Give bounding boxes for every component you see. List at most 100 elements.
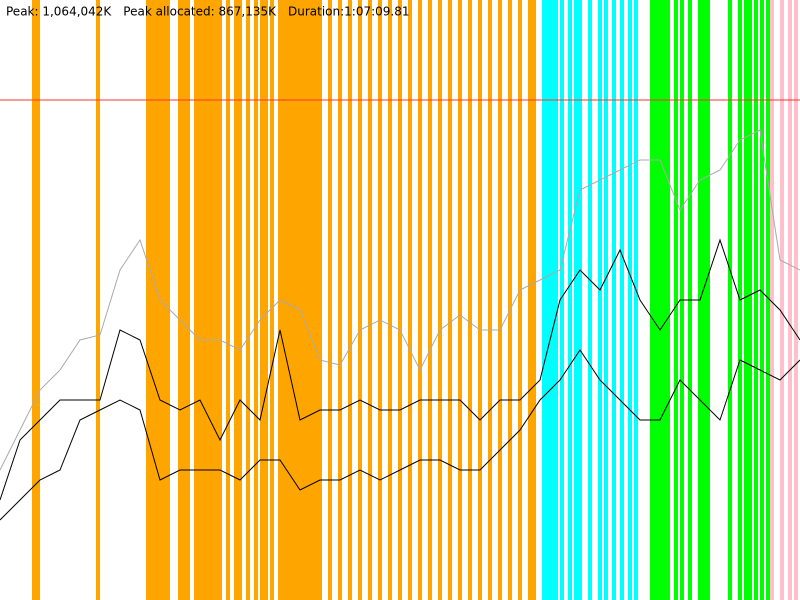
event-band: [666, 0, 670, 600]
event-band: [214, 0, 218, 600]
event-band: [468, 0, 472, 600]
header-text: Duration:1:07:09.81: [288, 5, 410, 19]
event-band: [234, 0, 238, 600]
event-band: [282, 0, 286, 600]
event-band: [310, 0, 314, 600]
event-band: [654, 0, 658, 600]
event-band: [612, 0, 616, 600]
header: Peak: 1,064,042K Peak allocated: 867,135K…: [6, 5, 410, 19]
event-band: [542, 0, 546, 600]
event-band: [706, 0, 710, 600]
event-band: [662, 0, 666, 600]
event-band: [270, 0, 274, 600]
event-band: [260, 0, 264, 600]
event-band: [498, 0, 502, 600]
event-band: [246, 0, 250, 600]
event-band: [328, 0, 332, 600]
event-band: [202, 0, 206, 600]
event-band: [702, 0, 706, 600]
event-band: [254, 0, 258, 600]
event-band: [378, 0, 382, 600]
event-band: [368, 0, 372, 600]
event-band: [186, 0, 190, 600]
event-band: [32, 0, 36, 600]
event-band: [36, 0, 40, 600]
event-band: [418, 0, 422, 600]
event-band: [568, 0, 572, 600]
event-band: [194, 0, 198, 600]
event-band: [658, 0, 662, 600]
event-band: [550, 0, 554, 600]
event-band: [770, 0, 774, 600]
event-band: [674, 0, 678, 600]
header-text: Peak: 1,064,042K: [6, 5, 112, 19]
event-band: [314, 0, 318, 600]
series-line: [0, 238, 800, 501]
event-band: [182, 0, 186, 600]
event-band: [628, 0, 632, 600]
event-band: [438, 0, 442, 600]
event-band: [96, 0, 100, 600]
event-band: [634, 0, 638, 600]
event-band: [264, 0, 268, 600]
event-band: [578, 0, 582, 600]
event-band: [560, 0, 564, 600]
event-band: [488, 0, 492, 600]
event-band: [166, 0, 170, 600]
event-band: [286, 0, 290, 600]
event-band: [162, 0, 166, 600]
event-band: [306, 0, 310, 600]
event-band: [650, 0, 654, 600]
event-band: [408, 0, 412, 600]
event-band: [478, 0, 482, 600]
event-band: [760, 0, 764, 600]
event-band: [178, 0, 182, 600]
event-band: [218, 0, 222, 600]
event-band: [298, 0, 302, 600]
event-band: [598, 0, 602, 600]
event-band: [528, 0, 532, 600]
lines: [0, 99, 800, 521]
event-band: [294, 0, 298, 600]
event-band: [226, 0, 230, 600]
event-band: [748, 0, 752, 600]
event-band: [358, 0, 362, 600]
event-band: [238, 0, 242, 600]
header-text: Peak allocated: 867,135K: [123, 5, 277, 19]
event-band: [766, 0, 770, 600]
event-band: [458, 0, 462, 600]
event-band: [574, 0, 578, 600]
event-band: [338, 0, 342, 600]
event-band: [146, 0, 150, 600]
event-band: [348, 0, 352, 600]
event-band: [794, 0, 798, 600]
event-band: [532, 0, 536, 600]
event-band: [728, 0, 732, 600]
event-band: [206, 0, 210, 600]
event-band: [290, 0, 294, 600]
event-band: [588, 0, 592, 600]
event-band: [448, 0, 452, 600]
event-band: [154, 0, 158, 600]
event-band: [620, 0, 624, 600]
event-bands: [32, 0, 798, 600]
event-band: [508, 0, 512, 600]
event-band: [754, 0, 758, 600]
event-band: [318, 0, 322, 600]
event-band: [388, 0, 392, 600]
event-band: [398, 0, 402, 600]
event-band: [788, 0, 792, 600]
event-band: [210, 0, 214, 600]
series-line: [0, 129, 800, 471]
series-line: [0, 349, 800, 521]
event-band: [198, 0, 202, 600]
event-band: [428, 0, 432, 600]
event-band: [546, 0, 550, 600]
event-band: [150, 0, 154, 600]
event-band: [780, 0, 784, 600]
event-band: [604, 0, 608, 600]
event-band: [302, 0, 306, 600]
event-band: [518, 0, 522, 600]
